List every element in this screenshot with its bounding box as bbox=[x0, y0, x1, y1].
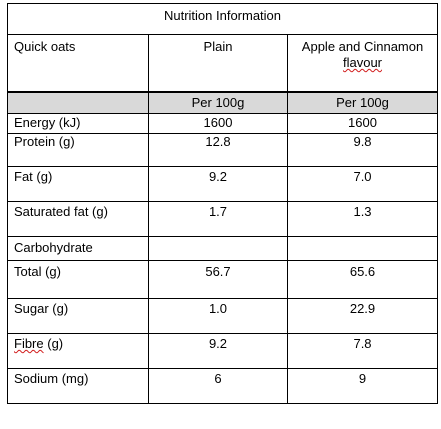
header-row: Quick oats Plain Apple and Cinnamon flav… bbox=[7, 34, 439, 93]
per-plain: Per 100g bbox=[148, 91, 288, 114]
value-flavour: 9 bbox=[286, 368, 439, 404]
value-flavour: 22.9 bbox=[286, 298, 439, 334]
table-row: Fibre (g) 9.2 7.8 bbox=[7, 333, 439, 369]
table-row: Carbohydrate bbox=[7, 236, 439, 261]
value-flavour: 65.6 bbox=[286, 260, 439, 299]
header-flavour: Apple and Cinnamon flavour bbox=[286, 34, 439, 93]
row-label: Fat (g) bbox=[7, 166, 149, 202]
header-product: Quick oats bbox=[7, 34, 149, 93]
value-flavour: 7.0 bbox=[286, 166, 439, 202]
nutrition-table: Nutrition Information Quick oats Plain A… bbox=[6, 3, 439, 404]
row-label: Carbohydrate bbox=[7, 236, 149, 261]
header-plain: Plain bbox=[148, 34, 288, 93]
row-label: Saturated fat (g) bbox=[7, 201, 149, 237]
table-row: Saturated fat (g) 1.7 1.3 bbox=[7, 201, 439, 237]
value-plain: 1600 bbox=[148, 113, 288, 134]
header-flavour-line1: Apple and Cinnamon bbox=[301, 39, 424, 54]
row-label: Total (g) bbox=[7, 260, 149, 299]
table-row: Sodium (mg) 6 9 bbox=[7, 368, 439, 404]
value-plain: 9.2 bbox=[148, 333, 288, 369]
table-row: Total (g) 56.7 65.6 bbox=[7, 260, 439, 299]
per-flavour: Per 100g bbox=[286, 91, 439, 114]
value-plain: 1.7 bbox=[148, 201, 288, 237]
table-row: Protein (g) 12.8 9.8 bbox=[7, 133, 439, 167]
value-plain: 12.8 bbox=[148, 133, 288, 167]
table-row: Fat (g) 9.2 7.0 bbox=[7, 166, 439, 202]
row-label-fibre: Fibre bbox=[14, 336, 44, 351]
value-flavour: 7.8 bbox=[286, 333, 439, 369]
row-label: Sodium (mg) bbox=[7, 368, 149, 404]
value-plain: 9.2 bbox=[148, 166, 288, 202]
row-label: Protein (g) bbox=[7, 133, 149, 167]
row-label: Energy (kJ) bbox=[7, 113, 149, 134]
value-plain bbox=[148, 236, 288, 261]
value-flavour: 1600 bbox=[286, 113, 439, 134]
header-flavour-line2: flavour bbox=[342, 55, 383, 70]
table-row: Sugar (g) 1.0 22.9 bbox=[7, 298, 439, 334]
table-title: Nutrition Information bbox=[6, 3, 439, 35]
row-label: Sugar (g) bbox=[7, 298, 149, 334]
value-flavour: 9.8 bbox=[286, 133, 439, 167]
value-flavour bbox=[286, 236, 439, 261]
value-plain: 6 bbox=[148, 368, 288, 404]
table-row: Energy (kJ) 1600 1600 bbox=[7, 113, 439, 134]
value-plain: 56.7 bbox=[148, 260, 288, 299]
per-100g-row: Per 100g Per 100g bbox=[7, 91, 439, 114]
title-row: Nutrition Information bbox=[6, 3, 439, 35]
per-row-blank bbox=[7, 91, 149, 114]
row-label: Fibre (g) bbox=[7, 333, 149, 369]
row-label-unit: (g) bbox=[43, 336, 64, 351]
value-flavour: 1.3 bbox=[286, 201, 439, 237]
value-plain: 1.0 bbox=[148, 298, 288, 334]
